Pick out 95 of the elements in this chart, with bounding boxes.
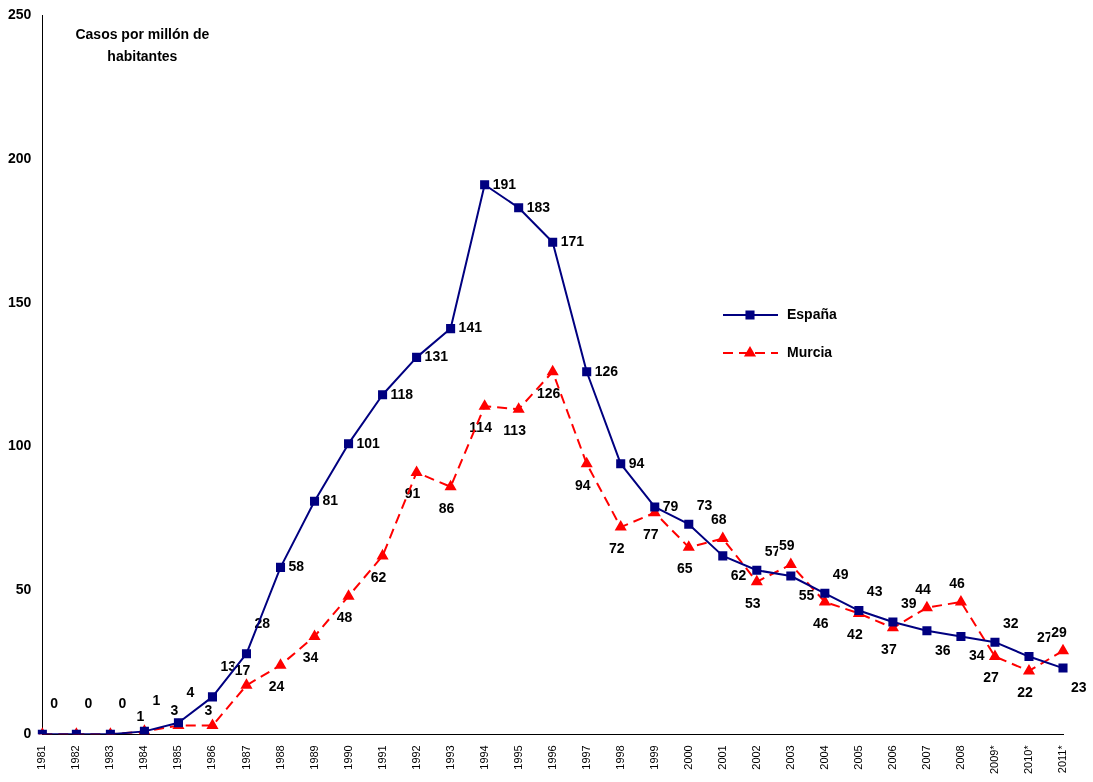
data-label: 58 [288,558,305,575]
data-label: 131 [424,348,449,365]
x-tick-label: 2010* [1022,744,1035,775]
data-label: 101 [356,434,381,451]
data-label: 22 [1017,683,1033,700]
data-label: 0 [84,695,93,712]
data-label: 62 [730,566,747,583]
data-label: 27 [983,669,999,686]
x-tick-label: 2011* [1056,744,1069,774]
x-tick-label: 2002 [749,745,762,770]
data-label: 0 [50,695,59,712]
data-label: 46 [949,574,965,591]
x-tick-label: 1988 [273,745,286,770]
data-label: 34 [302,649,319,666]
data-label: 81 [322,492,339,509]
x-tick-label: 1986 [205,745,218,770]
x-tick-label: 1991 [375,745,388,770]
data-label: 55 [798,586,815,603]
x-tick-label: 1984 [137,745,150,770]
x-tick-label: 1987 [239,745,252,770]
data-label: 1 [152,692,161,709]
x-tick-label: 1997 [579,745,592,770]
data-label: 118 [390,385,414,402]
data-label: 49 [832,566,849,583]
data-label: 94 [628,454,645,471]
data-label: 126 [594,362,619,379]
x-tick-label: 2005 [851,745,864,770]
legend-label: España [787,305,838,322]
data-label: 44 [915,580,931,597]
data-label: 42 [847,626,863,643]
x-tick-label: 1993 [443,745,456,770]
y-tick-label: 250 [8,5,32,22]
x-tick-label: 2008 [953,745,966,770]
data-label: 39 [900,594,917,611]
data-label: 32 [1002,615,1019,632]
x-tick-label: 1981 [35,745,48,770]
x-tick-label: 1985 [171,745,184,770]
x-tick-label: 1983 [103,745,116,770]
data-label: 29 [1051,623,1067,640]
x-tick-label: 1996 [545,745,558,770]
y-tick-label: 100 [8,437,32,454]
x-tick-label: 1995 [511,745,524,770]
data-label: 17 [234,662,251,679]
data-label: 86 [438,499,455,516]
y-tick-label: 0 [23,725,32,742]
x-tick-label: 1982 [69,745,82,770]
x-tick-label: 1990 [341,745,354,770]
data-label: 68 [711,511,727,528]
data-label: 0 [118,695,127,712]
data-label: 34 [968,647,985,664]
data-label: 53 [745,594,761,611]
data-label: 94 [574,476,591,493]
x-tick-label: 1989 [307,745,320,770]
data-label: 36 [934,641,951,658]
data-label: 43 [866,583,883,600]
y-axis-title: Casos por millón de habitantes [75,25,210,64]
data-label: 46 [813,614,829,631]
y-tick-label: 50 [15,581,32,598]
data-label: 59 [779,537,795,554]
y-tick-label: 150 [8,293,32,310]
data-label: 114 [469,419,493,436]
x-tick-label: 2004 [817,745,830,770]
data-label: 62 [370,568,387,585]
data-label: 37 [881,640,897,657]
data-label: 3 [170,702,179,719]
data-label: 191 [492,175,517,192]
x-tick-label: 2006 [885,745,898,770]
x-tick-label: 1999 [647,745,660,770]
data-label: 79 [662,497,679,514]
data-label: 91 [404,485,421,502]
legend-label: Murcia [787,343,833,360]
data-label: 24 [268,678,285,695]
x-tick-label: 2000 [681,745,694,770]
x-tick-label: 1992 [409,745,422,770]
data-label: 141 [458,319,483,336]
data-label: 72 [608,539,625,556]
x-tick-label: 2001 [715,745,728,770]
data-label: 126 [537,384,561,401]
data-label: 113 [503,422,527,439]
x-tick-label: 1994 [477,745,490,770]
data-label: 171 [560,233,585,250]
data-label: 3 [204,702,213,719]
data-label: 183 [526,198,551,215]
x-tick-label: 2009* [987,744,1000,775]
x-tick-label: 1998 [613,745,626,770]
data-label: 23 [1071,678,1087,695]
x-tick-label: 2003 [783,745,796,770]
data-label: 4 [186,683,195,700]
data-label: 48 [336,609,353,626]
data-label: 1 [136,708,145,725]
data-label: 73 [696,497,713,514]
x-tick-label: 2007 [919,745,932,770]
data-label: 77 [642,525,659,542]
data-label: 65 [676,560,693,577]
y-tick-label: 200 [8,149,32,166]
